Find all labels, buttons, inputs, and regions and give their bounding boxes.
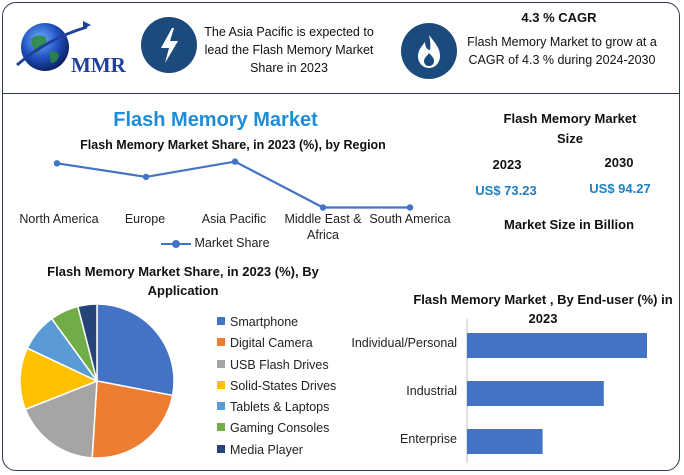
pie-legend-label: USB Flash Drives bbox=[230, 357, 329, 372]
pie-legend-item-digital-camera: Digital Camera bbox=[217, 336, 336, 357]
region-point-north-america bbox=[53, 160, 61, 167]
highlight-2-badge bbox=[401, 23, 457, 79]
flame-icon bbox=[418, 35, 440, 68]
region-chart-legend: Market Share bbox=[161, 236, 270, 250]
region-chart-title: Flash Memory Market Share, in 2023 (%), … bbox=[80, 138, 386, 152]
bar-label-individual-personal: Individual/Personal bbox=[351, 336, 457, 350]
bar-label-enterprise: Enterprise bbox=[400, 432, 457, 446]
header-divider bbox=[3, 93, 679, 94]
pie-legend-label: Solid-States Drives bbox=[230, 378, 337, 393]
application-pie-chart bbox=[19, 303, 175, 459]
application-pie-legend: Smartphone Digital Camera USB Flash Drives… bbox=[217, 315, 336, 464]
highlight-1-text: The Asia Pacific is expected to lead the… bbox=[204, 25, 374, 75]
bar-industrial bbox=[467, 381, 604, 406]
end-user-bar-chart bbox=[466, 319, 647, 463]
region-tick-south-america: South America bbox=[369, 212, 451, 226]
pie-legend-label: Digital Camera bbox=[230, 336, 313, 351]
bar-enterprise bbox=[467, 429, 543, 454]
value-2023: US$ 73.23 bbox=[475, 183, 537, 198]
year-2030-label: 2030 bbox=[604, 155, 634, 170]
pie-legend-item-tablets-laptops: Tablets & Laptops bbox=[217, 400, 336, 421]
region-tick-north-america: North America bbox=[19, 212, 99, 226]
pie-legend-item-media-player: Media Player bbox=[217, 443, 336, 464]
market-size-unit-note: Market Size in Billion bbox=[503, 217, 635, 232]
pie-legend-item-smartphone: Smartphone bbox=[217, 315, 336, 336]
pie-legend-label: Tablets & Laptops bbox=[230, 400, 330, 415]
mmr-logo: MMR bbox=[13, 13, 126, 83]
region-point-europe bbox=[142, 173, 150, 181]
pie-slice-media-player bbox=[76, 303, 98, 382]
logo-text: MMR bbox=[71, 53, 126, 77]
pie-legend-item-usb-flash-drives: USB Flash Drives bbox=[217, 358, 336, 379]
lightning-bolt-icon bbox=[161, 28, 178, 63]
region-point-south-america bbox=[406, 204, 414, 211]
pie-slice-usb-flash-drives bbox=[24, 379, 98, 459]
highlight-1-badge bbox=[141, 17, 197, 73]
region-tick-europe: Europe bbox=[124, 212, 166, 226]
year-2023-label: 2023 bbox=[492, 157, 522, 172]
pie-legend-swatch bbox=[217, 402, 225, 411]
bar-label-industrial: Industrial bbox=[406, 384, 457, 398]
region-point-asia-pacific bbox=[231, 158, 239, 165]
value-2030: US$ 94.27 bbox=[589, 181, 651, 196]
region-share-line bbox=[56, 160, 410, 209]
region-tick-middle-east-africa: Middle East & Africa bbox=[284, 212, 362, 242]
pie-legend-label: Media Player bbox=[230, 442, 303, 457]
pie-legend-swatch bbox=[217, 444, 225, 453]
legend-series-name: Market Share bbox=[194, 236, 270, 250]
bar-individual-personal bbox=[467, 333, 647, 358]
pie-legend-label: Smartphone bbox=[230, 315, 299, 329]
pie-slice-digital-camera bbox=[91, 380, 174, 459]
application-chart-title: Flash Memory Market Share, in 2023 (%), … bbox=[47, 264, 319, 298]
infographic-frame: MMR The Asia Pacific is expected to lead… bbox=[2, 2, 680, 471]
pie-legend-swatch bbox=[217, 359, 225, 368]
line-legend-marker bbox=[161, 239, 191, 249]
region-tick-asia-pacific: Asia Pacific bbox=[201, 212, 267, 226]
pie-slice-solid-states-drives bbox=[19, 347, 99, 411]
market-size-title: Flash Memory Market Size bbox=[503, 111, 637, 146]
pie-slice-smartphone bbox=[96, 303, 175, 397]
region-point-middle-east-africa bbox=[319, 204, 327, 211]
pie-legend-item-gaming-consoles: Gaming Consoles bbox=[217, 421, 336, 442]
pie-legend-label: Gaming Consoles bbox=[230, 421, 330, 436]
end-user-chart-title: Flash Memory Market , By End-user (%) in… bbox=[413, 292, 673, 326]
globe-logo-icon bbox=[16, 21, 91, 71]
main-title: Flash Memory Market bbox=[113, 109, 318, 131]
pie-legend-swatch bbox=[217, 380, 225, 389]
highlight-2-text: Flash Memory Market to grow at a CAGR of… bbox=[467, 35, 657, 67]
pie-legend-swatch bbox=[217, 423, 225, 432]
pie-legend-item-solid-states-drives: Solid-States Drives bbox=[217, 379, 336, 400]
pie-legend-swatch bbox=[217, 317, 225, 325]
region-line-chart bbox=[53, 158, 414, 211]
pie-legend-swatch bbox=[217, 338, 225, 347]
cagr-title: 4.3 % CAGR bbox=[521, 10, 597, 25]
